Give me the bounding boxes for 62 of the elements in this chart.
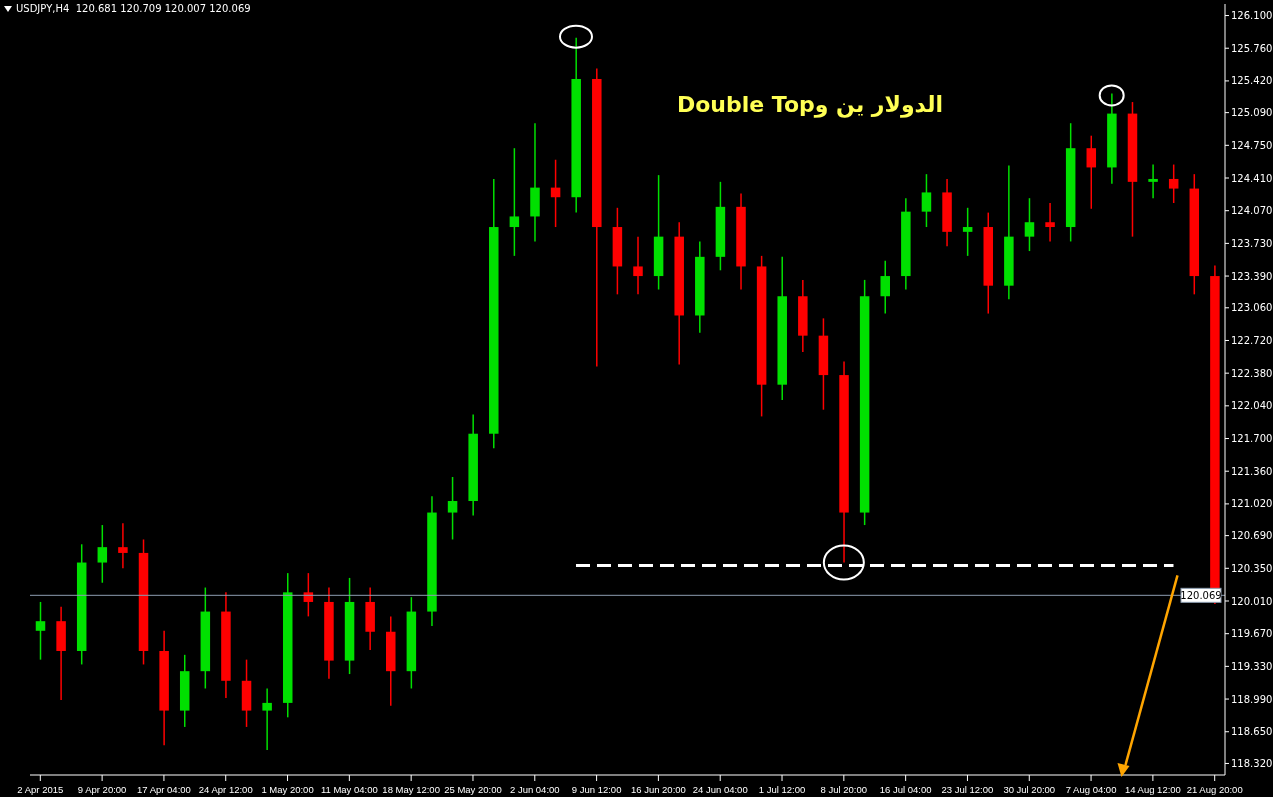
- x-tick-label: 9 Jun 12:00: [571, 784, 622, 795]
- candlestick: [962, 207, 973, 257]
- candlestick: [921, 173, 932, 228]
- candlestick: [1045, 202, 1055, 243]
- y-tick-label: 122.380: [1231, 367, 1273, 379]
- x-tick-label: 17 Apr 04:00: [136, 784, 191, 795]
- y-tick-label: 120.690: [1231, 530, 1273, 542]
- y-tick-label: 125.090: [1231, 107, 1273, 119]
- candlestick: [118, 522, 128, 570]
- x-tick-label: 1 May 20:00: [261, 784, 314, 795]
- candlestick: [880, 259, 890, 315]
- x-tick-label: 1 Jul 12:00: [758, 784, 806, 795]
- y-tick-label: 120.010: [1231, 595, 1273, 607]
- x-tick-label: 21 Aug 20:00: [1186, 784, 1243, 795]
- candlestick: [633, 235, 643, 296]
- y-tick-label: 119.330: [1231, 660, 1273, 672]
- y-tick-label: 125.420: [1231, 75, 1273, 87]
- x-tick-label: 16 Jul 04:00: [879, 784, 932, 795]
- candlestick: [447, 476, 458, 541]
- x-tick-label: 11 May 04:00: [320, 784, 378, 795]
- x-tick-label: 2 Apr 2015: [17, 784, 64, 795]
- x-tick-label: 24 Apr 12:00: [198, 784, 253, 795]
- y-tick-label: 123.730: [1231, 237, 1273, 249]
- y-tick-label: 125.760: [1231, 42, 1273, 54]
- x-tick-label: 24 Jun 04:00: [692, 784, 748, 795]
- y-tick-label: 121.700: [1231, 433, 1273, 445]
- x-tick-label: 14 Aug 12:00: [1124, 784, 1181, 795]
- x-tick-label: 2 Jun 04:00: [509, 784, 560, 795]
- y-tick-label: 118.320: [1231, 758, 1273, 770]
- x-tick-label: 18 May 12:00: [382, 784, 440, 795]
- y-tick-label: 118.650: [1231, 726, 1273, 738]
- y-tick-label: 124.070: [1231, 205, 1273, 217]
- candlestick: [1148, 163, 1158, 199]
- x-tick-label: 7 Aug 04:00: [1065, 784, 1117, 795]
- candlestick: [262, 687, 272, 751]
- x-tick-label: 8 Jul 20:00: [820, 784, 868, 795]
- candlestick: [1168, 163, 1179, 204]
- y-tick-label: 124.750: [1231, 139, 1273, 151]
- x-tick-label: 16 Jun 20:00: [630, 784, 686, 795]
- x-tick-label: 30 Jul 20:00: [1003, 784, 1056, 795]
- chart-subtitle: USDJPY,H4 120.681 120.709 120.007 120.069: [16, 3, 251, 14]
- x-tick-label: 25 May 20:00: [444, 784, 502, 795]
- y-tick-label: 126.100: [1231, 10, 1273, 22]
- y-tick-label: 124.410: [1231, 172, 1273, 184]
- y-tick-label: 119.670: [1231, 628, 1273, 640]
- y-tick-label: 120.350: [1231, 562, 1273, 574]
- candlestick: [1086, 134, 1097, 210]
- candlestick: [509, 147, 520, 257]
- candlestick: [1024, 197, 1035, 252]
- y-tick-label: 121.020: [1231, 498, 1273, 510]
- x-tick-label: 9 Apr 20:00: [77, 784, 127, 795]
- x-tick-label: 23 Jul 12:00: [941, 784, 994, 795]
- y-tick-label: 123.060: [1231, 302, 1273, 314]
- candlestick: [97, 524, 108, 584]
- y-tick-label: 123.390: [1231, 270, 1273, 282]
- y-tick-label: 122.720: [1231, 335, 1273, 347]
- y-tick-label: 121.360: [1231, 465, 1273, 477]
- ref-line-label: 120.069: [1180, 590, 1222, 602]
- y-tick-label: 122.040: [1231, 400, 1273, 412]
- text: الدولار ين وDouble Top: [675, 92, 945, 117]
- y-tick-label: 118.990: [1231, 693, 1273, 705]
- candlestick: [35, 601, 46, 661]
